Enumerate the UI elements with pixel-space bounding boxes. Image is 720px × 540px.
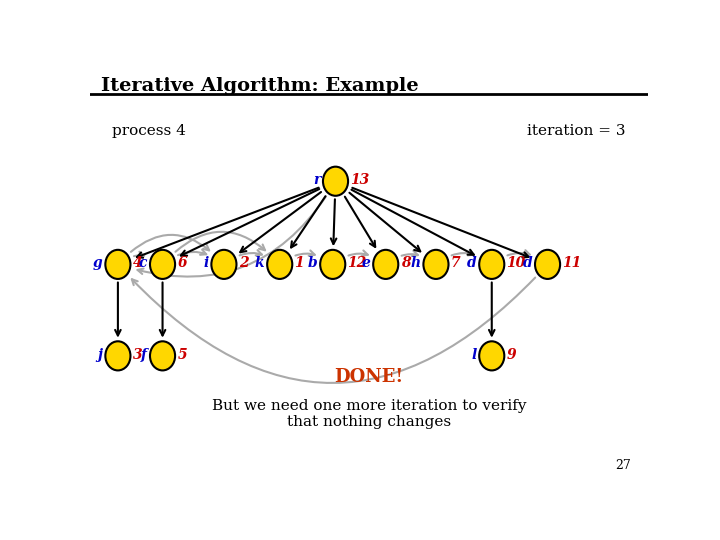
Text: j: j xyxy=(97,348,102,362)
Ellipse shape xyxy=(423,250,449,279)
Ellipse shape xyxy=(535,250,560,279)
Ellipse shape xyxy=(267,250,292,279)
Text: 10: 10 xyxy=(507,256,526,270)
Text: b: b xyxy=(307,256,318,270)
Text: f: f xyxy=(141,348,147,362)
Text: 11: 11 xyxy=(562,256,582,270)
Text: d: d xyxy=(467,256,477,270)
Text: i: i xyxy=(203,256,209,270)
Text: DONE!: DONE! xyxy=(334,368,404,386)
Text: process 4: process 4 xyxy=(112,124,186,138)
Text: 4: 4 xyxy=(132,256,143,270)
Ellipse shape xyxy=(105,250,130,279)
Text: 6: 6 xyxy=(177,256,187,270)
Ellipse shape xyxy=(480,341,504,370)
Text: e: e xyxy=(361,256,370,270)
Text: 3: 3 xyxy=(132,348,143,362)
Text: Iterative Algorithm: Example: Iterative Algorithm: Example xyxy=(101,77,419,95)
Text: 1: 1 xyxy=(294,256,304,270)
Text: 13: 13 xyxy=(351,173,369,187)
Text: l: l xyxy=(471,348,477,362)
Text: 5: 5 xyxy=(177,348,187,362)
Text: 9: 9 xyxy=(507,348,516,362)
Text: 8: 8 xyxy=(400,256,410,270)
Text: d: d xyxy=(523,256,532,270)
Ellipse shape xyxy=(373,250,398,279)
Text: k: k xyxy=(255,256,264,270)
Ellipse shape xyxy=(212,250,236,279)
Text: h: h xyxy=(410,256,420,270)
Text: r: r xyxy=(313,173,320,187)
Text: 7: 7 xyxy=(451,256,460,270)
Ellipse shape xyxy=(320,250,346,279)
Text: iteration = 3: iteration = 3 xyxy=(527,124,626,138)
Ellipse shape xyxy=(323,167,348,196)
Ellipse shape xyxy=(150,341,175,370)
Ellipse shape xyxy=(480,250,504,279)
Text: 27: 27 xyxy=(616,460,631,472)
Ellipse shape xyxy=(105,341,130,370)
Text: 12: 12 xyxy=(348,256,366,270)
Text: g: g xyxy=(93,256,102,270)
Text: c: c xyxy=(139,256,147,270)
Text: 2: 2 xyxy=(239,256,248,270)
Ellipse shape xyxy=(150,250,175,279)
Text: But we need one more iteration to verify
that nothing changes: But we need one more iteration to verify… xyxy=(212,399,526,429)
